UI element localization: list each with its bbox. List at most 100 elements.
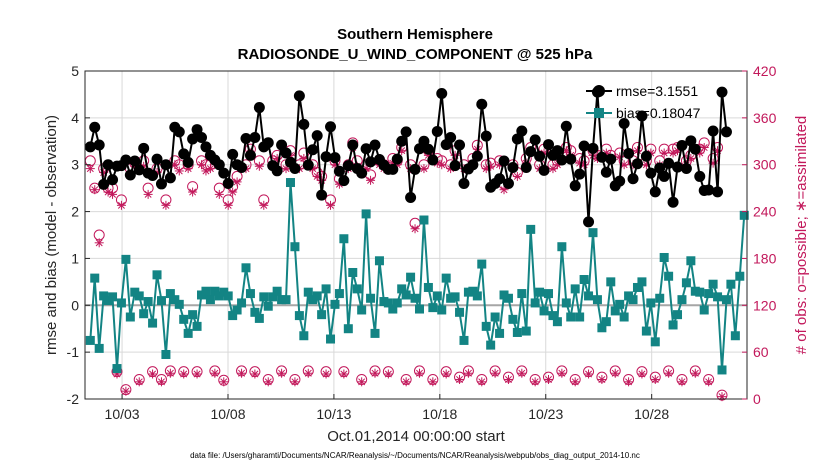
bias-point xyxy=(708,279,718,289)
bias-point xyxy=(241,263,251,273)
bias-point xyxy=(228,311,238,321)
rmse-point xyxy=(712,186,724,198)
bias-point xyxy=(677,295,687,305)
obs-assimilated-point xyxy=(219,377,229,387)
bias-point xyxy=(601,317,611,327)
obs-assimilated-point xyxy=(704,377,714,387)
rmse-point xyxy=(365,156,377,168)
bias-point xyxy=(628,295,638,305)
rmse-point xyxy=(703,184,715,196)
rmse-point xyxy=(356,167,368,179)
rmse-point xyxy=(396,135,408,147)
rmse-point xyxy=(498,155,510,167)
x-tick-label: 10/28 xyxy=(634,406,669,422)
bias-point xyxy=(303,287,313,297)
obs-assimilated-point xyxy=(228,187,238,197)
bias-point xyxy=(681,278,691,288)
rmse-point xyxy=(155,178,167,190)
rmse-point xyxy=(587,142,599,154)
bias-point xyxy=(392,298,402,308)
rmse-point xyxy=(222,177,234,189)
rmse-point xyxy=(476,98,488,110)
rmse-point xyxy=(338,175,350,187)
obs-assimilated-point xyxy=(214,189,224,199)
bias-point xyxy=(548,311,558,321)
bias-point xyxy=(108,292,118,302)
rmse-point xyxy=(400,126,412,138)
bias-point xyxy=(326,334,336,344)
bias-point xyxy=(450,292,460,302)
bias-point xyxy=(619,312,629,322)
bias-point xyxy=(508,314,518,324)
rmse-point xyxy=(654,162,666,174)
rmse-point xyxy=(289,162,301,174)
x-axis-ticks: 10/03 10/08 10/13 10/18 10/23 10/28 xyxy=(105,394,669,422)
obs-assimilated-point xyxy=(108,189,118,199)
obs-assimilated-point xyxy=(250,369,260,379)
rmse-point xyxy=(480,130,492,142)
bias-point xyxy=(517,289,527,299)
rmse-point xyxy=(663,157,675,169)
rmse-point xyxy=(458,177,470,189)
bias-point xyxy=(503,293,513,303)
rmse-point xyxy=(538,164,550,176)
legend-rmse-label: rmse=3.1551 xyxy=(616,83,698,99)
bias-point xyxy=(294,311,304,321)
obs-assimilated-point xyxy=(156,377,166,387)
rmse-point xyxy=(271,165,283,177)
x-axis-label: Oct.01,2014 00:00:00 start xyxy=(327,428,505,445)
rmse-point xyxy=(716,86,728,98)
bias-point xyxy=(459,335,469,345)
obs-assimilated-point xyxy=(463,368,473,378)
bias-point xyxy=(165,289,175,299)
rmse-point xyxy=(565,153,577,165)
bias-point xyxy=(414,304,424,314)
bias-point xyxy=(250,307,260,317)
obs-assimilated-point xyxy=(370,368,380,378)
y-right-tick-label: 300 xyxy=(753,157,777,173)
bias-point xyxy=(410,293,420,303)
obs-assimilated-point xyxy=(326,200,336,210)
rmse-point xyxy=(694,170,706,182)
rmse-point xyxy=(614,175,626,187)
bias-point xyxy=(174,299,184,309)
bias-point xyxy=(419,215,429,225)
bias-point xyxy=(735,271,745,281)
obs-assimilated-point xyxy=(677,377,687,387)
rmse-point xyxy=(280,147,292,159)
bias-point xyxy=(152,270,162,280)
legend-bias-label: bias=0.18047 xyxy=(616,105,701,121)
rmse-point xyxy=(578,140,590,152)
bias-point xyxy=(99,291,109,301)
obs-assimilated-point xyxy=(659,148,669,158)
obs-assimilated-point xyxy=(428,377,438,387)
bias-point xyxy=(468,286,478,296)
bias-point xyxy=(570,284,580,294)
bias-point xyxy=(592,295,602,305)
rmse-point xyxy=(605,153,617,165)
y-tick-label: 4 xyxy=(71,110,79,126)
obs-assimilated-point xyxy=(544,374,554,384)
bias-point xyxy=(343,324,353,334)
bias-point xyxy=(490,312,500,322)
bias-point xyxy=(263,301,273,311)
obs-assimilated-point xyxy=(339,369,349,379)
rmse-point xyxy=(360,143,372,155)
bias-point xyxy=(673,310,683,320)
rmse-point xyxy=(240,132,252,144)
obs-assimilated-point xyxy=(188,187,198,197)
bias-point xyxy=(201,286,211,296)
bias-point xyxy=(695,287,705,297)
chart-title: Southern Hemisphere xyxy=(337,26,493,43)
rmse-point xyxy=(502,177,514,189)
x-tick-label: 10/08 xyxy=(210,406,245,422)
bias-point xyxy=(170,295,180,305)
obs-assimilated-point xyxy=(512,171,522,181)
rmse-point xyxy=(623,147,635,159)
bias-point xyxy=(477,259,487,269)
rmse-point xyxy=(298,118,310,130)
bias-point xyxy=(650,337,660,347)
bias-point xyxy=(188,310,198,320)
rmse-point xyxy=(311,130,323,142)
obs-assimilated-point xyxy=(383,369,393,379)
